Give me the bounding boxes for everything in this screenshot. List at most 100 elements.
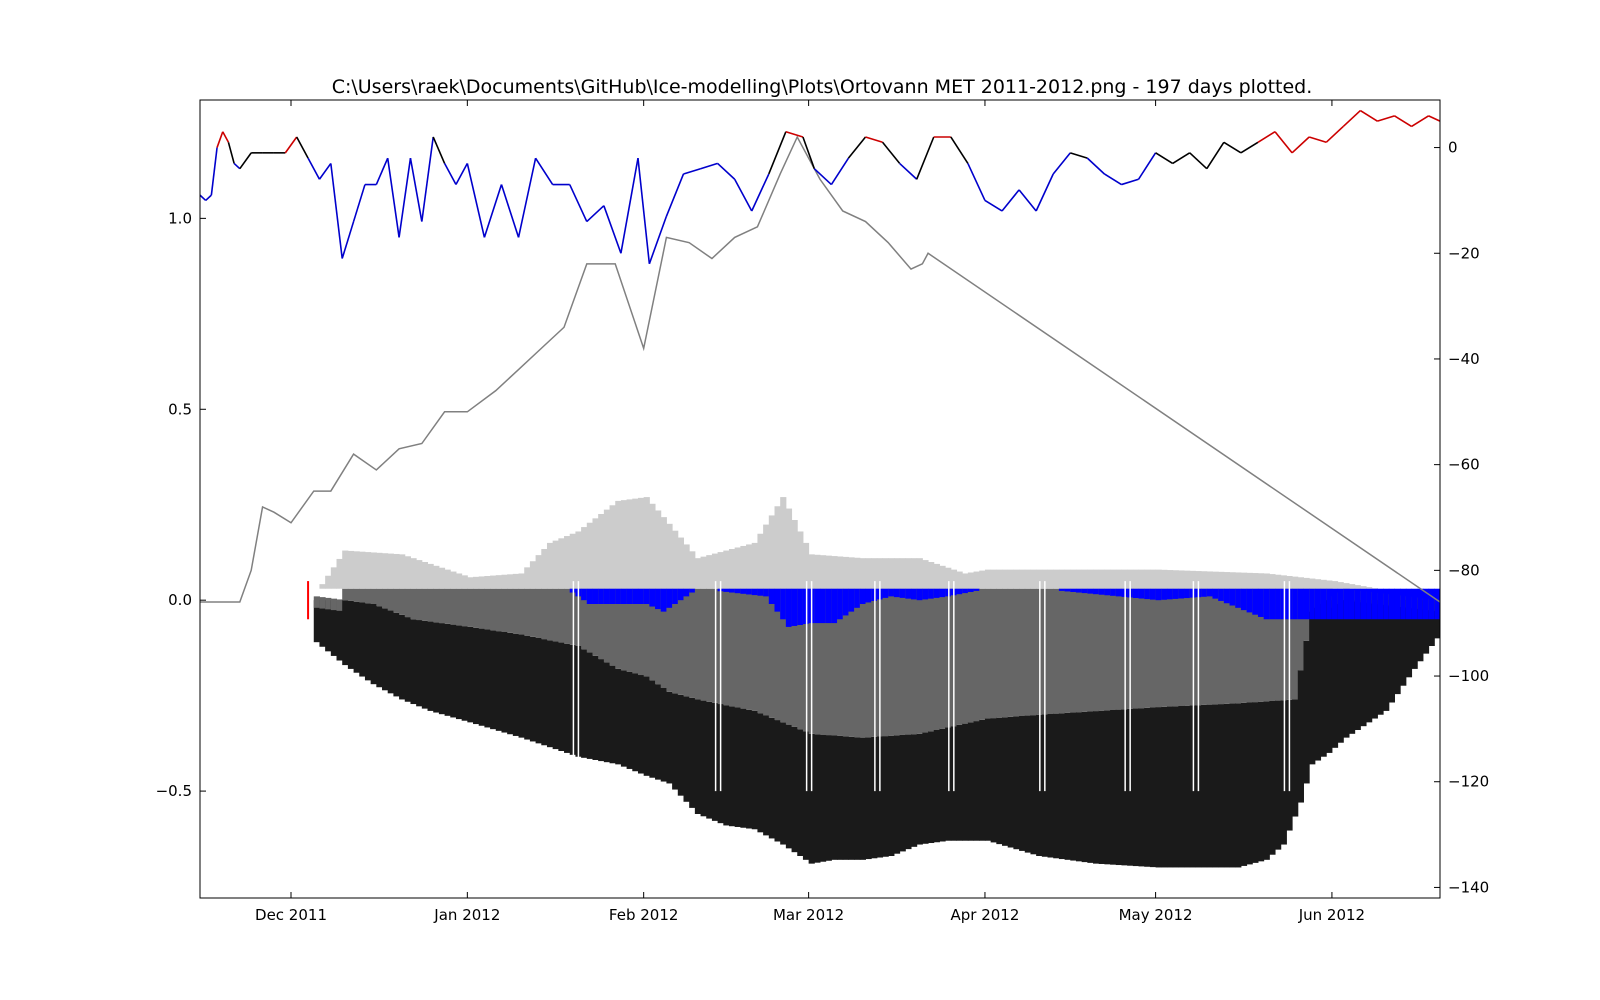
black-ice-bar — [1053, 713, 1060, 859]
snow-bar — [473, 576, 480, 589]
snow-bar — [1093, 569, 1100, 589]
black-ice-bar — [1058, 713, 1066, 860]
snow-bar — [1047, 569, 1054, 589]
black-ice-bar — [535, 637, 542, 744]
slush-ice-bar — [581, 588, 588, 650]
slush-ice-bar — [490, 588, 497, 631]
snow-bar — [797, 531, 804, 589]
snow-bar — [1218, 571, 1225, 589]
snow-bar — [564, 536, 571, 589]
slush-ice-bar — [831, 588, 838, 736]
slush-ice-bar — [859, 588, 867, 738]
slush-bar — [1388, 588, 1395, 620]
temperature-segment — [1086, 157, 1105, 175]
chart-title: C:\Users\raek\Documents\GitHub\Ice-model… — [332, 76, 1313, 98]
temperature-segment — [1052, 152, 1071, 175]
slush-bar — [1377, 588, 1384, 620]
slush-bar — [1218, 588, 1225, 601]
slush-ice-bar — [1007, 588, 1014, 717]
slush-ice-bar — [899, 588, 906, 735]
slush-ice-bar — [734, 588, 741, 708]
black-ice-bar — [524, 635, 531, 740]
black-ice-bar — [467, 626, 474, 723]
slush-bar — [1371, 588, 1378, 620]
black-ice-bar — [1257, 701, 1265, 862]
black-ice-bar — [393, 612, 400, 697]
slush-bar — [626, 588, 633, 604]
y-right-tick-label: −80 — [1448, 561, 1480, 579]
slush-ice-bar — [893, 588, 901, 736]
slush-ice-bar — [1064, 588, 1071, 713]
black-ice-bar — [814, 734, 821, 863]
slush-ice-bar — [330, 598, 338, 611]
slush-bar — [1155, 588, 1162, 601]
snow-bar — [598, 514, 605, 589]
black-ice-bar — [916, 733, 923, 845]
slush-ice-bar — [416, 588, 423, 621]
temperature-segment — [1035, 173, 1054, 212]
slush-bar — [825, 588, 832, 624]
x-tick-label: Mar 2012 — [773, 906, 844, 924]
slush-bar — [1331, 588, 1339, 620]
slush-ice-bar — [820, 588, 827, 735]
black-ice-bar — [1337, 600, 1344, 743]
snow-bar — [484, 576, 491, 589]
slush-ice-bar — [865, 588, 872, 738]
slush-bar — [911, 588, 918, 600]
slush-bar — [967, 588, 975, 592]
temperature-segment — [398, 158, 412, 238]
slush-ice-bar — [1093, 588, 1100, 712]
snow-bar — [666, 523, 673, 589]
snow-bar — [740, 545, 747, 589]
snow-bar — [586, 522, 593, 589]
snow-bar — [427, 563, 434, 589]
black-ice-bar — [848, 736, 855, 860]
black-ice-bar — [694, 699, 702, 814]
black-ice-bar — [376, 606, 383, 688]
temperature-segment — [967, 163, 986, 201]
slush-bar — [1354, 588, 1361, 620]
temperature-segment — [847, 136, 867, 159]
slush-bar — [615, 588, 622, 604]
slush-ice-bar — [683, 588, 690, 697]
snow-bar — [495, 575, 502, 589]
snow-bar — [950, 569, 958, 589]
slush-ice-bar — [922, 588, 929, 733]
temperature-segment — [1137, 152, 1157, 180]
temperature-segment — [239, 152, 252, 170]
black-ice-bar — [399, 614, 406, 700]
slush-bar — [1348, 588, 1356, 620]
snow-bar — [723, 550, 730, 589]
slush-bar — [1292, 588, 1299, 620]
snow-bar — [859, 558, 867, 589]
black-ice-bar — [438, 623, 446, 715]
slush-bar — [1252, 588, 1259, 615]
plot-frame — [199, 99, 1441, 899]
black-ice-bar — [825, 735, 832, 861]
slush-ice-bar — [353, 588, 360, 602]
snow-bar — [1252, 573, 1259, 589]
slush-bar — [973, 588, 980, 591]
black-ice-bar — [1161, 706, 1168, 868]
black-ice-bar — [342, 600, 349, 666]
slush-bar — [842, 588, 849, 616]
temperature-segment — [233, 162, 241, 170]
black-ice-bar — [689, 697, 696, 808]
temperature-segment — [586, 205, 605, 223]
slush-ice-bar — [359, 588, 366, 603]
slush-bar — [1246, 588, 1253, 613]
slush-ice-bar — [421, 588, 429, 621]
slush-ice-bar — [626, 588, 633, 672]
black-ice-bar — [820, 734, 827, 862]
slush-bar — [1064, 588, 1071, 592]
x-tick-label: Jun 2012 — [1298, 906, 1365, 924]
temperature-segment — [517, 157, 537, 238]
y-right-tick-label: −140 — [1448, 878, 1489, 896]
slush-bar — [751, 588, 758, 596]
slush-bar — [854, 588, 861, 608]
slush-ice-bar — [882, 588, 889, 737]
black-ice-bar — [421, 620, 429, 709]
slush-bar — [1320, 588, 1327, 620]
temperature-segment — [1274, 131, 1293, 154]
snow-bar — [643, 497, 650, 589]
